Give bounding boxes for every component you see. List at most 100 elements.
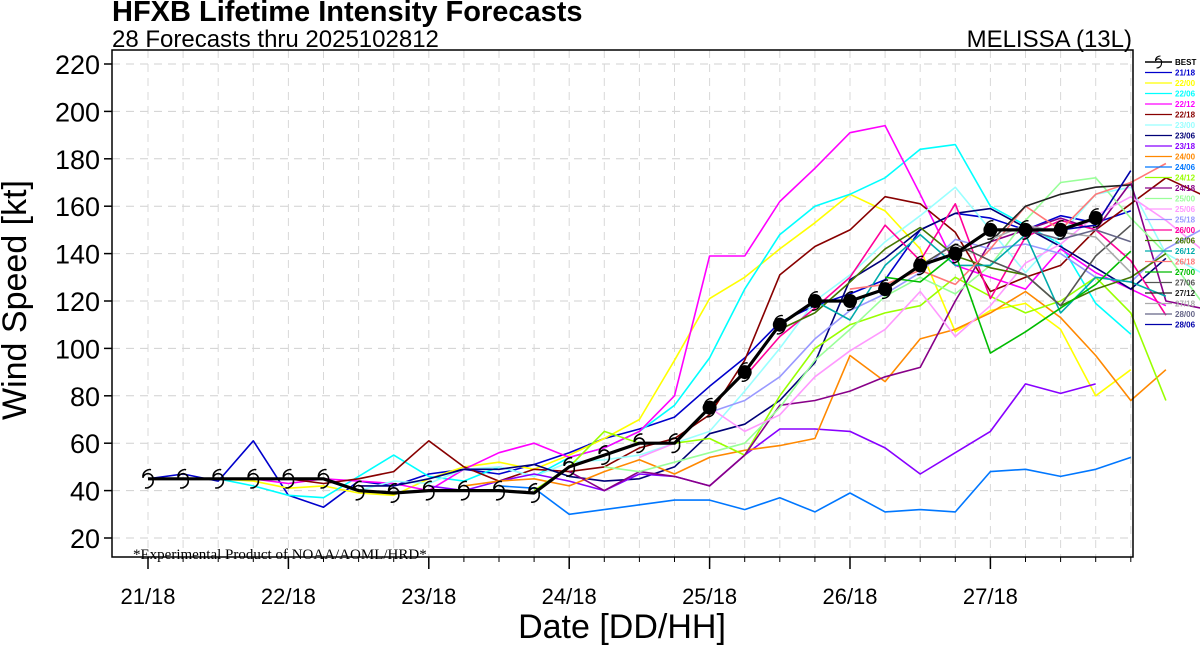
legend-label: 27/12 [1175, 289, 1196, 298]
hurricane-symbol [984, 220, 997, 240]
y-tick-label: 180 [55, 145, 100, 175]
legend-label: 25/00 [1175, 195, 1196, 204]
storm-symbol [212, 468, 225, 489]
best-track-line [148, 216, 1097, 495]
forecast-line-26-18 [849, 162, 1167, 290]
forecast-line-25-06 [639, 195, 1200, 459]
legend-label: 22/18 [1175, 111, 1196, 120]
legend-label: 23/06 [1175, 132, 1196, 141]
x-tick-label: 22/18 [261, 584, 316, 609]
forecast-line-27-12 [955, 184, 1131, 255]
legend-label: 26/00 [1175, 226, 1196, 235]
x-tick-label: 25/18 [682, 584, 737, 609]
legend-label: 21/18 [1175, 69, 1196, 78]
storm-symbol [387, 482, 400, 503]
legend-label: 26/06 [1175, 237, 1196, 246]
storm-symbol [177, 468, 189, 489]
hurricane-symbol [809, 291, 821, 311]
grid [112, 50, 1133, 557]
storm-symbol [563, 456, 576, 477]
legend-label: 25/18 [1175, 216, 1196, 225]
y-tick-label: 20 [70, 524, 100, 554]
legend-label: 27/06 [1175, 279, 1196, 288]
plot-frame [111, 49, 1134, 558]
x-axis-label: Date [DD/HH] [518, 608, 726, 645]
storm-symbol [282, 468, 295, 489]
forecast-line-24-06 [498, 456, 1132, 516]
storm-symbol [493, 480, 505, 501]
legend-label: 28/00 [1175, 310, 1196, 319]
storm-name: MELISSA (13L) [966, 26, 1132, 53]
legend-label: 24/18 [1175, 184, 1196, 193]
legend-label: 27/18 [1175, 300, 1196, 309]
forecast-line-28-06 [1060, 170, 1132, 231]
storm-symbol [668, 433, 681, 454]
hurricane-symbol [879, 279, 891, 300]
axes: 20 40 60 80 100 120 140 160 180 200 220 21/18 22/18 2… [55, 50, 1132, 609]
forecast-line-25-00 [604, 177, 1200, 473]
forecast-line-26-12 [814, 233, 1167, 321]
forecast-line-23-18 [428, 383, 1096, 492]
forecast-line-28-00 [1025, 229, 1132, 243]
forecast-line-24-00 [463, 290, 1167, 487]
forecast-line-26-06 [779, 226, 1167, 331]
hurricane-symbol [1089, 208, 1102, 228]
y-axis-label: Wind Speed [kt] [0, 180, 34, 420]
legend-label: 25/06 [1175, 205, 1196, 214]
x-tick-label: 27/18 [963, 584, 1018, 609]
storm-symbol [528, 482, 540, 503]
y-tick-label: 100 [55, 334, 100, 364]
storm-symbol [422, 480, 435, 501]
x-tick-label: 21/18 [120, 584, 175, 609]
storm-symbol [633, 433, 646, 454]
hurricane-symbol [703, 397, 716, 418]
chart-title: HFXB Lifetime Intensity Forecasts [112, 0, 583, 28]
y-tick-label: 140 [55, 240, 100, 270]
storm-symbol [458, 480, 470, 501]
legend-label: 28/06 [1175, 321, 1196, 330]
legend: BEST21/1822/0022/0622/1222/1823/0023/062… [1145, 55, 1196, 330]
x-tick-label: 23/18 [401, 584, 456, 609]
y-tick-label: 220 [55, 50, 100, 80]
legend-label: 22/00 [1175, 79, 1196, 88]
hurricane-symbol [844, 291, 856, 311]
y-tick-label: 200 [55, 97, 100, 127]
hurricane-symbol [774, 314, 786, 335]
hurricane-symbol [738, 362, 751, 382]
legend-label: 24/12 [1175, 174, 1196, 183]
legend-label: BEST [1175, 58, 1196, 67]
x-tick-label: 26/18 [822, 584, 877, 609]
storm-symbol [247, 468, 260, 489]
legend-label: 24/00 [1175, 153, 1196, 162]
legend-best-symbol [1154, 55, 1163, 69]
hurricane-symbol [949, 243, 962, 264]
legend-label: 22/06 [1175, 90, 1196, 99]
storm-symbol [352, 480, 365, 501]
experimental-note: *Experimental Product of NOAA/AOML/HRD* [133, 547, 427, 563]
hurricane-symbol [1054, 220, 1067, 240]
storm-symbol [317, 468, 330, 489]
legend-label: 24/06 [1175, 163, 1196, 172]
y-tick-label: 80 [70, 382, 100, 412]
forecast-line-22-12 [253, 124, 1167, 492]
y-tick-label: 120 [55, 287, 100, 317]
storm-symbol [142, 468, 154, 489]
y-tick-label: 160 [55, 192, 100, 222]
legend-label: 22/12 [1175, 100, 1196, 109]
forecast-line-27-00 [884, 250, 1132, 354]
best-track [142, 208, 1103, 503]
y-tick-label: 40 [70, 477, 100, 507]
forecast-line-21-18 [147, 210, 1132, 509]
hurricane-symbol [1019, 220, 1032, 240]
legend-label: 23/18 [1175, 142, 1196, 151]
legend-label: 23/00 [1175, 121, 1196, 130]
x-tick-label: 24/18 [542, 584, 597, 609]
legend-label: 27/00 [1175, 268, 1196, 277]
legend-label: 26/18 [1175, 258, 1196, 267]
hurricane-symbol [914, 255, 926, 276]
storm-symbol [598, 445, 611, 466]
chart-subtitle: 28 Forecasts thru 2025102812 [112, 26, 439, 53]
legend-label: 26/12 [1175, 247, 1196, 256]
forecast-line-22-06 [218, 143, 1132, 499]
